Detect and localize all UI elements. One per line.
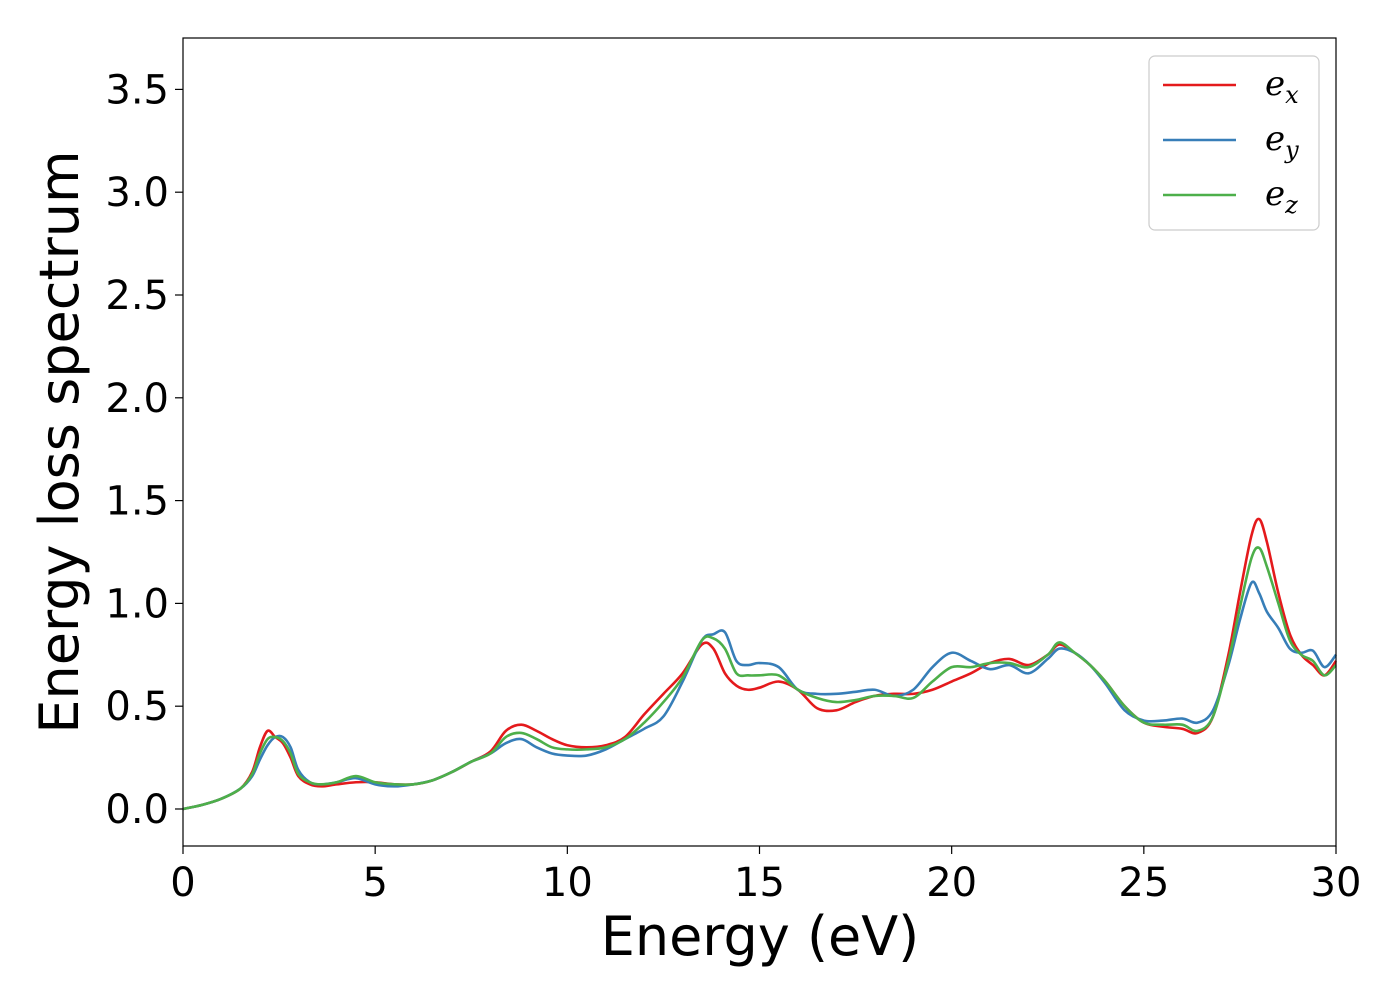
legend-label-main: e bbox=[1265, 174, 1285, 214]
legend-label-subscript: x bbox=[1285, 81, 1299, 109]
x-tick-label: 5 bbox=[362, 860, 387, 906]
y-tick-label: 3.0 bbox=[105, 170, 169, 216]
y-tick-label: 1.5 bbox=[105, 479, 169, 525]
legend-label-e-z: ez bbox=[1265, 174, 1298, 219]
x-tick-label: 15 bbox=[734, 860, 785, 906]
y-tick-label: 2.5 bbox=[105, 273, 169, 319]
x-tick-label: 30 bbox=[1311, 860, 1362, 906]
x-axis-ticks: 0 5 10 15 20 25 30 bbox=[170, 846, 1361, 906]
legend-box bbox=[1148, 55, 1320, 231]
legend-label-e-x: ex bbox=[1265, 64, 1299, 109]
series-line-e-z bbox=[182, 546, 1337, 811]
x-tick-label: 10 bbox=[542, 860, 593, 906]
y-axis-title: Energy loss spectrum bbox=[28, 150, 91, 733]
x-tick-label: 20 bbox=[926, 860, 977, 906]
plot-frame bbox=[182, 37, 1337, 847]
x-tick-label: 0 bbox=[170, 860, 195, 906]
y-tick-label: 0.0 bbox=[105, 787, 169, 833]
legend-label-subscript: z bbox=[1284, 191, 1298, 219]
y-tick-label: 3.5 bbox=[105, 67, 169, 113]
y-tick-label: 1.0 bbox=[105, 581, 169, 627]
x-tick-label: 25 bbox=[1118, 860, 1169, 906]
legend-label-main: e bbox=[1265, 64, 1285, 104]
y-tick-label: 2.0 bbox=[105, 376, 169, 422]
y-axis-ticks: 0.0 0.5 1.0 1.5 2.0 2.5 3.0 3.5 bbox=[105, 67, 183, 833]
x-axis-title: Energy (eV) bbox=[601, 905, 920, 968]
series-lines bbox=[182, 517, 1338, 811]
series-line-e-x bbox=[182, 517, 1338, 811]
legend-label-e-y: ey bbox=[1265, 119, 1299, 164]
y-tick-label: 0.5 bbox=[105, 684, 169, 730]
legend-label-main: e bbox=[1265, 119, 1285, 159]
legend-label-subscript: y bbox=[1284, 136, 1299, 164]
